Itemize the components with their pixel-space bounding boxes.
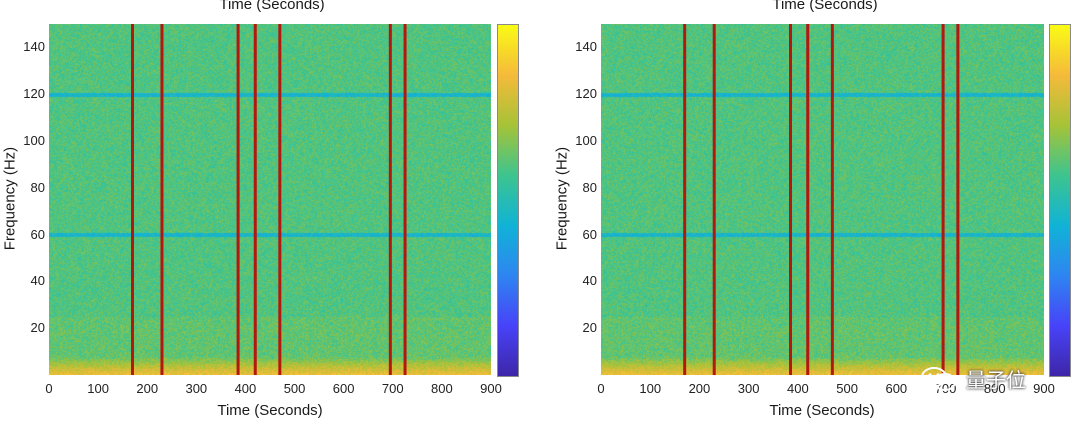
- top-title-left: Time (Seconds): [219, 0, 325, 13]
- x-tick-label: 100: [639, 381, 662, 396]
- y-axis-label-right: Frequency (Hz): [553, 146, 571, 251]
- spectrogram-plot-right: [601, 24, 1044, 375]
- y-tick-label: 80: [582, 179, 597, 195]
- top-title-right: Time (Seconds): [772, 0, 878, 13]
- y-tick-label: 100: [23, 133, 45, 148]
- spectrogram-image: [49, 24, 491, 375]
- y-tick-label: 60: [30, 226, 45, 242]
- x-axis-label-right: Time (Seconds): [769, 402, 875, 419]
- spectrogram-image: [601, 24, 1044, 375]
- y-tick-label: 120: [23, 86, 45, 102]
- y-tick-label: 100: [575, 133, 597, 148]
- x-tick-label: 700: [381, 381, 404, 396]
- colorbar-right: [1049, 24, 1071, 377]
- y-tick-label: 80: [30, 179, 45, 195]
- y-tick-label: 20: [582, 320, 597, 336]
- y-axis-label-left: Frequency (Hz): [1, 146, 19, 251]
- y-tick-label: 20: [30, 320, 45, 336]
- event-markers: [683, 24, 960, 375]
- spectrogram-plot-left: [49, 24, 491, 375]
- x-tick-label: 300: [185, 381, 208, 396]
- y-tick-label: 120: [575, 86, 597, 102]
- y-tick-label: 140: [23, 39, 45, 55]
- y-tick-label: 40: [30, 273, 45, 289]
- x-tick-label: 200: [688, 381, 711, 396]
- y-tick-label: 40: [582, 273, 597, 289]
- x-tick-label: 400: [234, 381, 257, 396]
- y-tick-label: 60: [582, 226, 597, 242]
- x-tick-label: 800: [983, 381, 1006, 396]
- x-tick-label: 0: [597, 381, 605, 396]
- x-tick-label: 600: [885, 381, 908, 396]
- wechat-icon: [921, 366, 956, 391]
- colorbar-left: [497, 24, 519, 377]
- x-tick-label: 500: [283, 381, 306, 396]
- event-markers: [130, 24, 407, 375]
- watermark: 量子位: [920, 364, 1026, 393]
- x-tick-label: 900: [480, 381, 502, 396]
- x-tick-label: 400: [787, 381, 809, 396]
- x-tick-label: 900: [1033, 381, 1055, 396]
- x-axis-label-left: Time (Seconds): [217, 402, 323, 419]
- x-tick-label: 100: [87, 381, 109, 396]
- x-tick-label: 600: [332, 381, 355, 396]
- x-tick-label: 500: [836, 381, 858, 396]
- y-tick-label: 140: [575, 39, 597, 55]
- x-tick-label: 800: [431, 381, 453, 396]
- x-tick-label: 200: [136, 381, 159, 396]
- x-tick-label: 300: [737, 381, 760, 396]
- x-tick-label: 0: [45, 381, 53, 396]
- watermark-brand: 量子位: [966, 370, 1026, 392]
